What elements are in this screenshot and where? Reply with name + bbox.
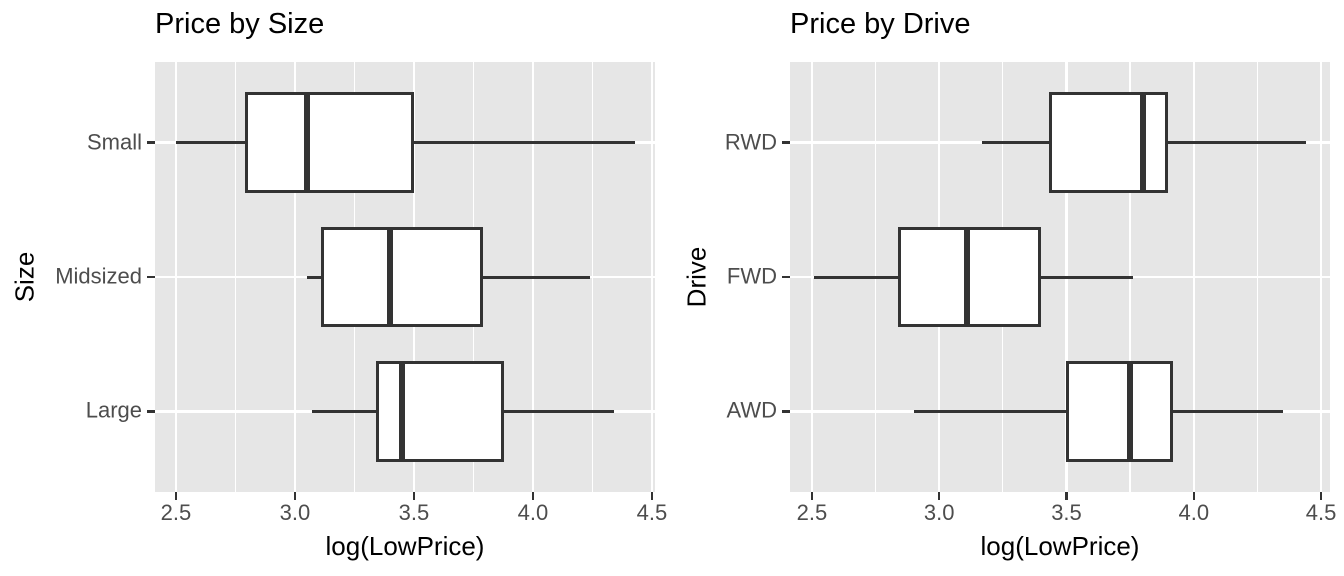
whisker-upper: [1041, 275, 1133, 279]
boxplot-box-rwd: [1048, 92, 1169, 194]
whisker-upper: [1168, 141, 1306, 145]
x-tick-mark: [650, 492, 654, 500]
x-tick-mark: [531, 492, 535, 500]
y-tick-mark: [147, 141, 155, 144]
x-tick-mark: [412, 492, 416, 500]
whisker-lower: [814, 275, 899, 279]
boxplot-median-midsized: [387, 226, 394, 328]
boxplot-median-rwd: [1139, 92, 1146, 194]
x-tick-label: 4.5: [636, 500, 668, 525]
plot-title-left: Price by Size: [155, 8, 325, 40]
whisker-lower: [311, 409, 376, 413]
x-tick-label: 2.5: [160, 500, 192, 525]
x-tick-mark: [937, 492, 941, 500]
x-tick-label: 3.5: [1051, 500, 1082, 525]
category-label: Midsized: [55, 263, 142, 289]
x-tick-label: 4.0: [517, 500, 549, 525]
whisker-upper: [413, 141, 636, 145]
y-tick-mark: [782, 410, 790, 413]
x-axis-title-right: log(LowPrice): [980, 531, 1140, 561]
whisker-upper: [1173, 409, 1283, 413]
y-tick-mark: [782, 141, 790, 144]
boxplot-median-large: [399, 360, 406, 462]
boxplot-box-awd: [1066, 360, 1174, 462]
plot-title-right: Price by Drive: [790, 8, 971, 40]
category-label: Small: [86, 129, 142, 155]
boxplot-median-fwd: [964, 226, 971, 328]
x-tick-label: 3.0: [279, 500, 311, 525]
boxplot-box-small: [244, 92, 414, 194]
category-label: Large: [85, 397, 142, 423]
y-axis-title-right: Drive: [681, 246, 712, 308]
y-axis-title-left: Size: [9, 251, 40, 303]
category-label: FWD: [726, 263, 777, 289]
x-tick-label: 3.5: [398, 500, 430, 525]
boxplot-median-small: [303, 92, 310, 194]
whisker-lower: [306, 275, 322, 279]
y-tick-mark: [147, 410, 155, 413]
x-tick-mark: [810, 492, 814, 500]
whisker-upper: [504, 409, 614, 413]
y-tick-mark: [147, 275, 155, 279]
x-tick-mark: [174, 492, 178, 500]
x-tick-mark: [293, 492, 297, 500]
boxplot-median-awd: [1127, 360, 1134, 462]
x-axis-title-left: log(LowPrice): [325, 531, 485, 561]
x-tick-mark: [1192, 492, 1196, 500]
x-tick-label: 3.0: [923, 500, 955, 525]
x-tick-mark: [1065, 492, 1068, 500]
x-tick-mark: [1319, 492, 1323, 500]
whisker-lower: [175, 141, 245, 145]
y-tick-mark: [782, 275, 790, 279]
whisker-lower: [982, 141, 1049, 145]
boxplot-box-large: [375, 360, 505, 462]
category-label: AWD: [726, 397, 777, 423]
whisker-lower: [913, 409, 1067, 413]
whisker-upper: [482, 275, 591, 279]
x-tick-label: 4.0: [1178, 500, 1210, 525]
x-tick-label: 2.5: [796, 500, 828, 525]
x-tick-label: 4.5: [1305, 500, 1337, 525]
category-label: RWD: [724, 129, 777, 155]
boxplot-box-midsized: [321, 226, 483, 328]
